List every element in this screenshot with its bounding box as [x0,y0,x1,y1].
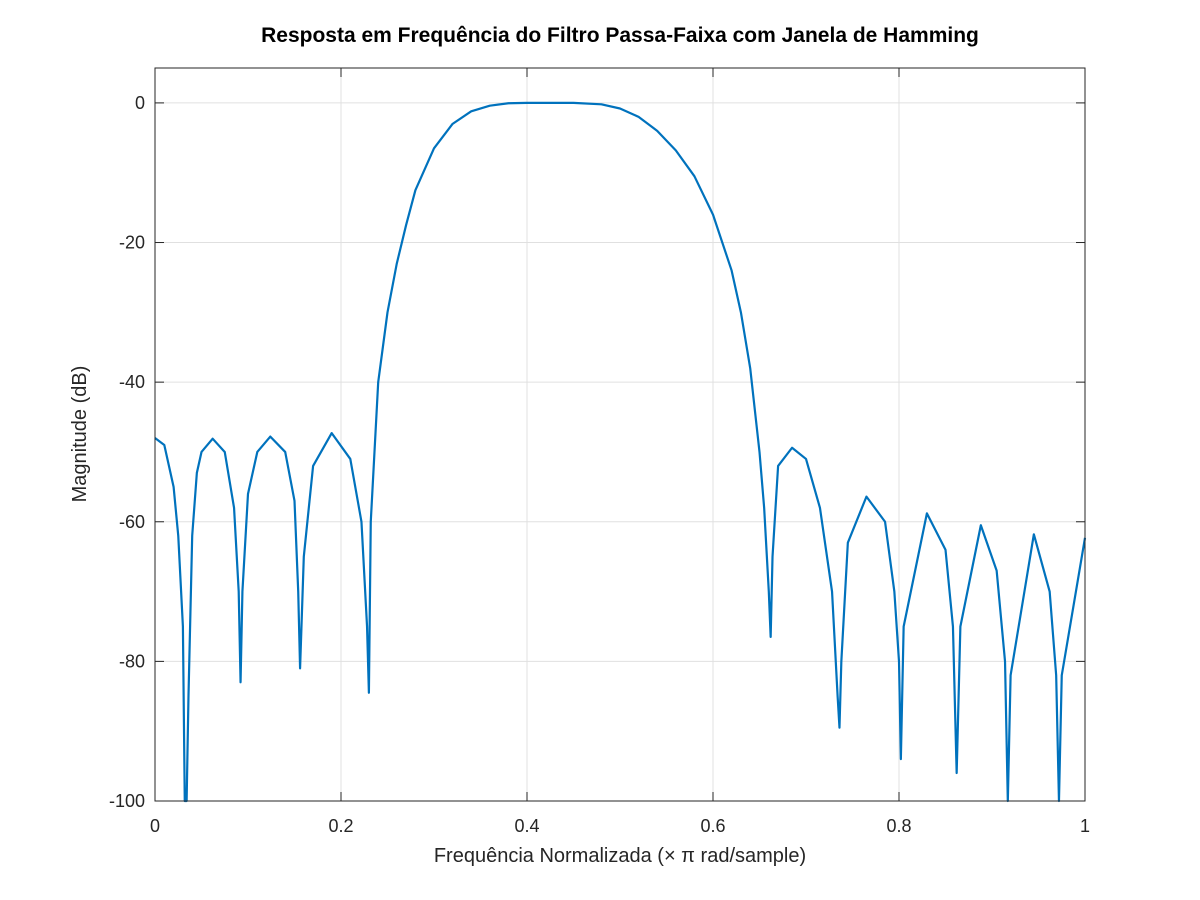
series-line [154,101,1087,803]
y-tick-label: -80 [119,651,145,671]
x-tick-label: 1 [1080,816,1090,836]
ticks [154,68,1086,802]
plot-area [155,68,1085,801]
x-tick-label: 0.6 [700,816,725,836]
y-axis-label: Magnitude (dB) [69,366,91,503]
x-axis-label: Frequência Normalizada (× π rad/sample) [434,845,806,867]
chart-title: Resposta em Frequência do Filtro Passa-F… [261,24,979,47]
y-tick-label: -100 [109,791,145,811]
y-tick-label: -40 [119,372,145,392]
y-tick-label: -60 [119,512,145,532]
x-tick-label: 0.4 [514,816,539,836]
plot-frame [154,67,1086,802]
series-layer [154,101,1087,803]
y-tick-label: 0 [135,93,145,113]
x-tick-label: 0.8 [886,816,911,836]
y-tick-label: -20 [119,233,145,253]
x-tick-label: 0 [150,816,160,836]
tick-labels: 0 0.2 0.4 0.6 0.8 1 0 -20 -40 -60 -80 -100 [109,93,1090,836]
x-tick-label: 0.2 [328,816,353,836]
